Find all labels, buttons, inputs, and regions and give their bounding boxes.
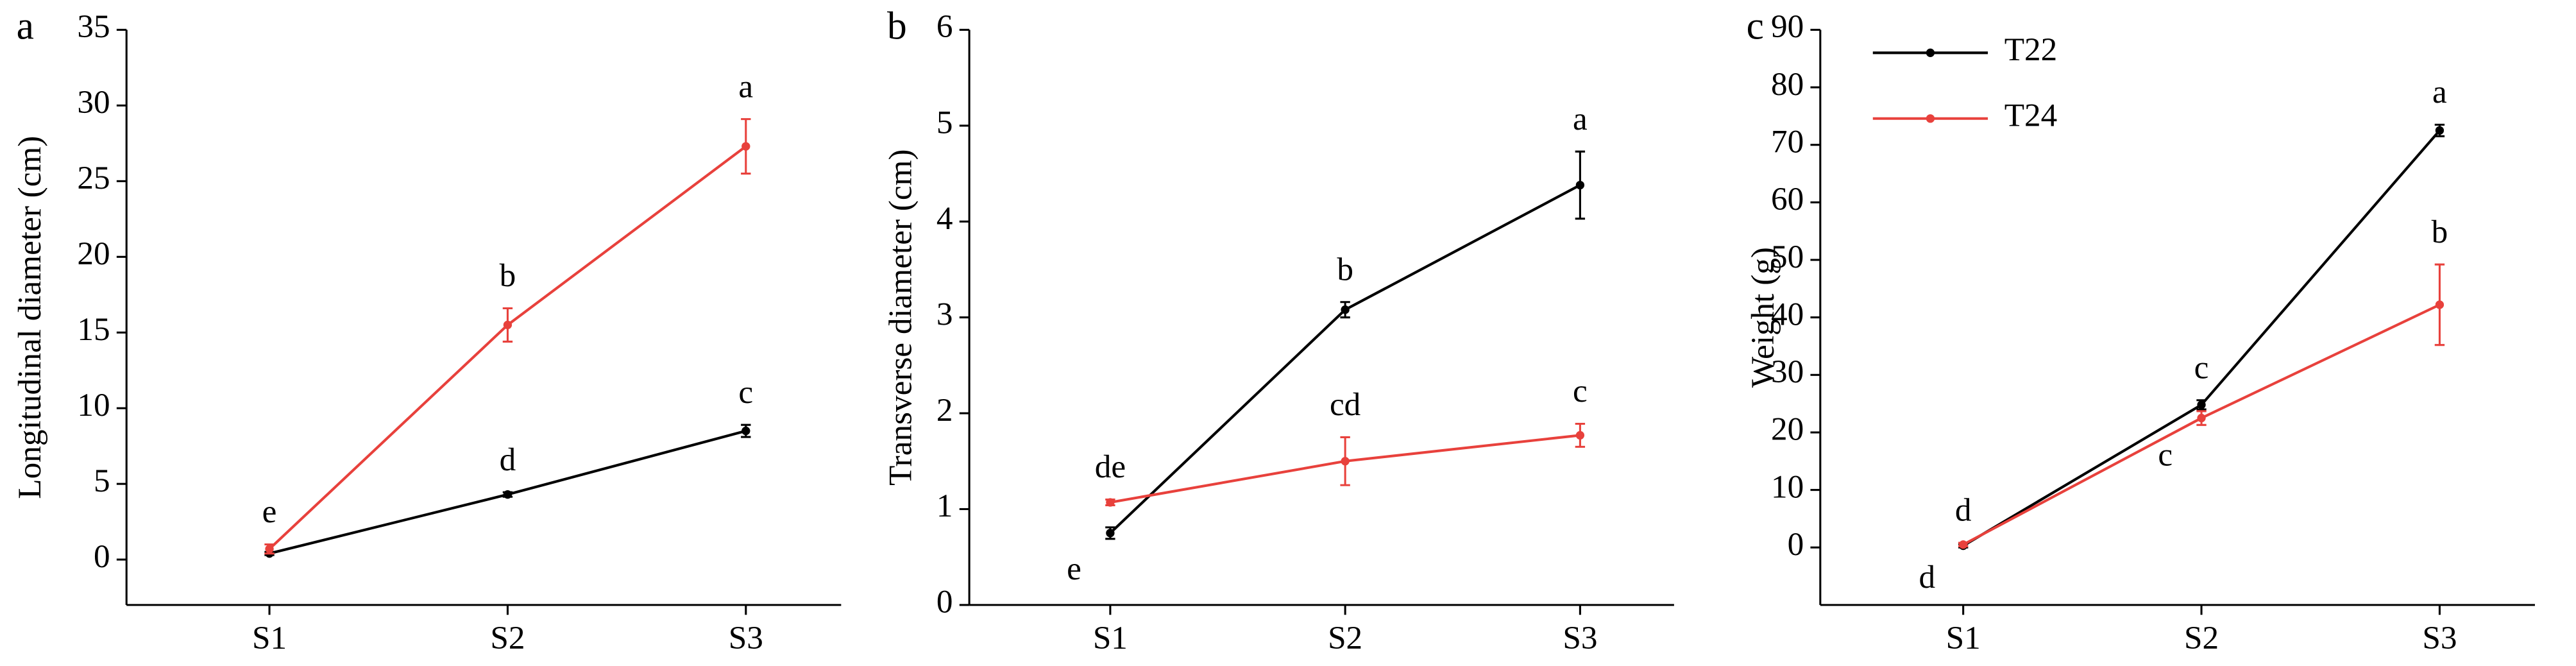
point	[1106, 498, 1115, 507]
panel-letter: b	[887, 4, 907, 48]
panel-letter: c	[1747, 4, 1764, 48]
significance-letter: b	[1337, 251, 1353, 287]
legend-marker	[1926, 114, 1935, 123]
y-tick-label: 0	[94, 538, 110, 575]
significance-letter: c	[2194, 349, 2209, 386]
significance-letter: a	[738, 68, 753, 105]
y-tick-label: 20	[1771, 411, 1804, 448]
significance-letter: d	[500, 441, 516, 478]
y-tick-label: 30	[1771, 354, 1804, 390]
significance-letter: b	[500, 257, 516, 294]
point	[1341, 305, 1350, 314]
legend-label: T24	[2004, 98, 2058, 134]
y-tick-label: 70	[1771, 123, 1804, 160]
y-tick-label: 0	[1788, 526, 1804, 563]
y-tick-label: 15	[77, 311, 110, 348]
point	[2197, 413, 2206, 423]
significance-letter: c	[2158, 436, 2173, 473]
y-axis-label: Transverse diameter (cm)	[882, 149, 919, 485]
y-tick-label: 5	[94, 463, 110, 499]
significance-letter: e	[1067, 551, 1081, 587]
y-tick-label: 0	[936, 584, 953, 620]
significance-letter: c	[738, 374, 753, 411]
y-tick-label: 50	[1771, 239, 1804, 275]
y-tick-label: 10	[77, 387, 110, 423]
y-tick-label: 80	[1771, 66, 1804, 103]
y-tick-label: 3	[936, 296, 953, 332]
y-tick-label: 40	[1771, 296, 1804, 332]
series-line	[268, 145, 747, 551]
significance-letter: d	[1919, 559, 1936, 595]
x-tick-label: S3	[2422, 620, 2457, 656]
y-tick-label: 6	[936, 8, 953, 45]
y-tick-label: 5	[936, 105, 953, 141]
point	[503, 490, 513, 499]
point	[265, 544, 274, 554]
x-tick-label: S2	[490, 620, 525, 656]
y-tick-label: 25	[77, 160, 110, 196]
y-axis-label: Longitudinal diameter (cm)	[12, 136, 48, 499]
x-tick-label: S2	[1328, 620, 1362, 656]
legend-marker	[1926, 48, 1935, 57]
point	[1106, 529, 1115, 538]
significance-letter: e	[262, 493, 277, 530]
point	[503, 320, 513, 330]
x-tick-label: S1	[1093, 620, 1128, 656]
significance-letter: d	[1955, 492, 1972, 529]
significance-letter: cd	[1330, 386, 1360, 423]
point	[1575, 180, 1585, 190]
point	[2435, 126, 2445, 135]
y-tick-label: 2	[936, 392, 953, 429]
significance-letter: a	[1573, 101, 1588, 137]
y-tick-label: 35	[77, 8, 110, 45]
legend-label: T22	[2004, 31, 2058, 68]
y-axis-label: Weight (g)	[1745, 247, 1781, 388]
x-tick-label: S3	[729, 620, 763, 656]
y-tick-label: 90	[1771, 8, 1804, 45]
significance-letter: a	[2432, 74, 2447, 110]
y-tick-label: 4	[936, 200, 953, 237]
significance-letter: de	[1095, 448, 1126, 485]
significance-letter: b	[2432, 214, 2448, 250]
point	[1959, 540, 1968, 549]
point	[1575, 431, 1585, 440]
y-tick-label: 30	[77, 84, 110, 121]
point	[2435, 300, 2445, 309]
y-tick-label: 1	[936, 488, 953, 524]
significance-letter: c	[1573, 373, 1588, 409]
x-tick-label: S1	[1946, 620, 1981, 656]
point	[2197, 400, 2206, 409]
y-tick-label: 60	[1771, 181, 1804, 218]
y-tick-label: 10	[1771, 468, 1804, 505]
point	[741, 426, 750, 436]
point	[1341, 457, 1350, 466]
point	[741, 142, 750, 151]
x-tick-label: S2	[2184, 620, 2219, 656]
x-tick-label: S3	[1563, 620, 1597, 656]
x-tick-label: S1	[252, 620, 287, 656]
y-tick-label: 20	[77, 235, 110, 272]
panel-letter: a	[17, 4, 34, 48]
